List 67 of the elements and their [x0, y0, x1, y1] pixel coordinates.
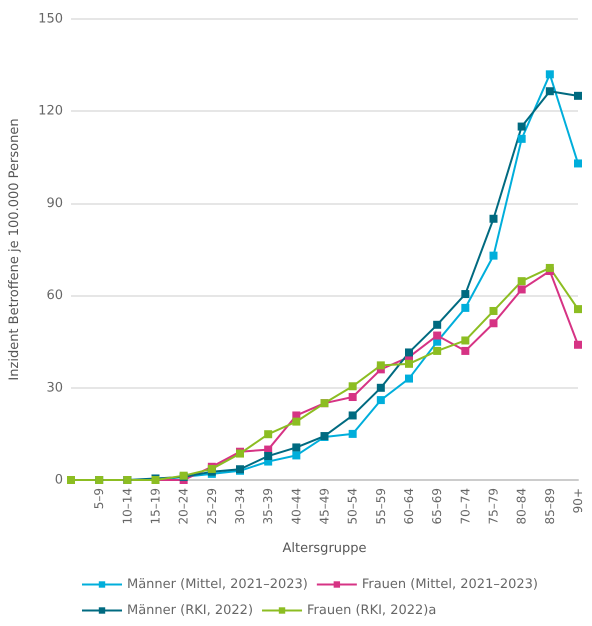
point: [461, 336, 470, 344]
point: [376, 384, 385, 392]
x-tick-label: 15–19: [148, 488, 162, 525]
legend-label: Frauen (RKI, 2022)a: [307, 603, 436, 618]
point: [292, 451, 300, 460]
point: [264, 430, 272, 438]
point: [546, 264, 554, 272]
y-tick-label: 150: [38, 12, 63, 26]
point: [376, 396, 385, 404]
point: [292, 443, 300, 452]
point: [264, 452, 272, 460]
point: [376, 361, 385, 370]
y-tick-label: 30: [46, 380, 63, 396]
point: [574, 340, 582, 349]
x-tick-label: 25–29: [204, 488, 219, 525]
x-tick-label: 10–14: [120, 488, 134, 525]
point: [433, 332, 442, 340]
x-tick-label: 50–54: [346, 488, 360, 525]
point: [348, 430, 357, 438]
point: [518, 122, 526, 131]
point: [518, 134, 526, 143]
x-tick-label: 20–24: [176, 488, 191, 525]
point: [405, 348, 413, 356]
x-tick-label: 60–64: [402, 488, 416, 525]
x-tick-label: 45–49: [318, 488, 332, 525]
legend-label: Männer (RKI, 2022): [127, 603, 254, 618]
point: [490, 252, 498, 260]
point: [518, 277, 526, 286]
x-tick-label: 40–44: [289, 488, 304, 525]
point: [574, 305, 582, 314]
point: [433, 346, 442, 355]
point: [292, 418, 300, 426]
point: [490, 214, 498, 223]
x-tick-label: 55–59: [374, 488, 388, 525]
x-tick-label: 85–89: [542, 488, 557, 525]
point: [574, 159, 582, 168]
y-tick-label: 90: [46, 196, 63, 211]
point: [348, 393, 357, 402]
point: [546, 87, 554, 96]
legend-label: Männer (Mittel, 2021–2023): [127, 577, 308, 592]
x-tick-label: 35–39: [261, 488, 276, 525]
x-tick-label: 80–84: [514, 488, 529, 525]
point: [461, 304, 470, 312]
point: [574, 92, 582, 100]
point: [348, 382, 357, 390]
y-tick-label: 60: [46, 288, 63, 304]
point: [405, 360, 413, 368]
point: [348, 411, 357, 420]
point: [461, 346, 470, 355]
point: [546, 70, 554, 78]
y-axis-title: Inzident Betroffene je 100.000 Personen: [7, 118, 22, 381]
point: [461, 290, 470, 298]
x-axis-title: Altersgruppe: [282, 541, 367, 556]
x-tick-label: 65–69: [430, 488, 444, 525]
point: [405, 374, 413, 383]
point: [490, 319, 498, 328]
legend-label: Frauen (Mittel, 2021–2023): [362, 577, 538, 592]
y-tick-label: 120: [38, 104, 63, 119]
point: [433, 320, 442, 329]
x-tick-label: 70–74: [458, 488, 472, 525]
y-tick-label: 0: [54, 472, 63, 488]
x-tick-label: 30–34: [233, 488, 247, 525]
x-tick-label: 90+: [571, 488, 585, 514]
point: [518, 285, 526, 294]
x-tick-label: 5–9: [92, 488, 106, 510]
x-tick-label: 75–79: [486, 488, 500, 525]
point: [490, 306, 498, 315]
